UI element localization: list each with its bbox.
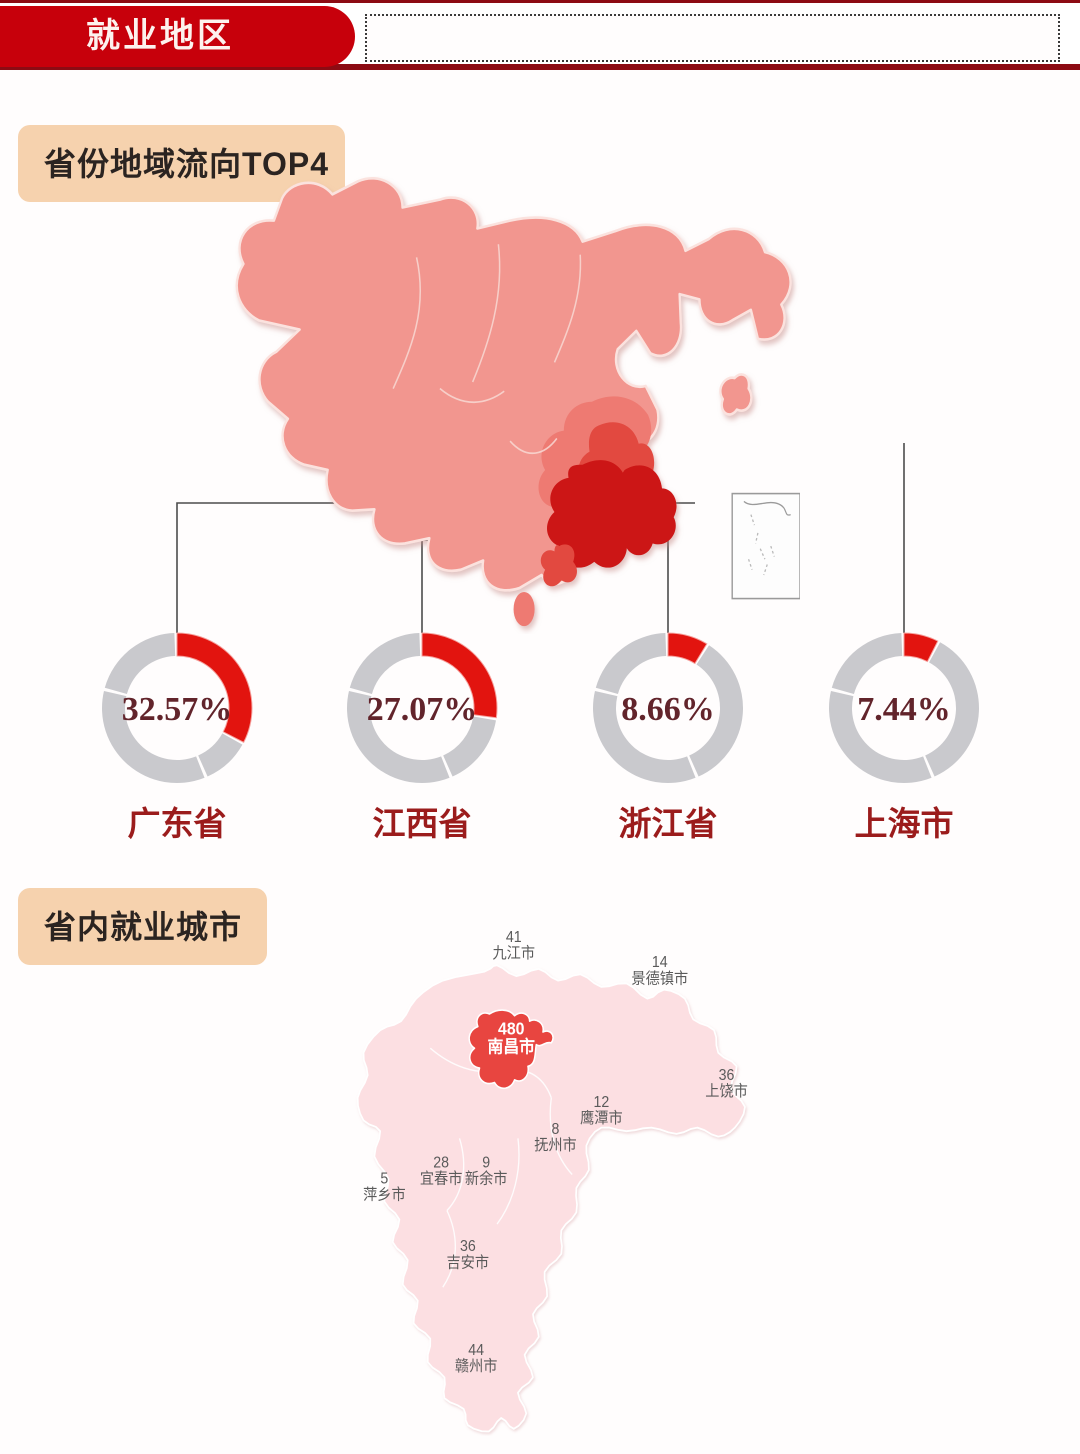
svg-text:九江市: 九江市 xyxy=(492,945,535,963)
svg-text:赣州市: 赣州市 xyxy=(455,1358,498,1376)
svg-text:28: 28 xyxy=(433,1155,449,1172)
svg-text:27.07%: 27.07% xyxy=(367,691,478,728)
svg-text:7.44%: 7.44% xyxy=(857,691,951,728)
svg-text:41: 41 xyxy=(506,931,522,946)
svg-text:南昌市: 南昌市 xyxy=(487,1036,535,1057)
svg-text:上饶市: 上饶市 xyxy=(705,1083,748,1101)
svg-text:上海市: 上海市 xyxy=(855,805,954,842)
svg-text:36: 36 xyxy=(719,1067,735,1084)
svg-text:广东省: 广东省 xyxy=(128,805,227,842)
svg-text:浙江省: 浙江省 xyxy=(619,805,718,842)
svg-text:新余市: 新余市 xyxy=(465,1169,508,1188)
svg-text:萍乡市: 萍乡市 xyxy=(363,1186,406,1204)
svg-text:14: 14 xyxy=(652,955,668,972)
svg-text:吉安市: 吉安市 xyxy=(447,1254,490,1272)
svg-text:5: 5 xyxy=(380,1171,388,1188)
svg-text:36: 36 xyxy=(460,1239,476,1256)
svg-text:8.66%: 8.66% xyxy=(621,691,715,728)
svg-text:32.57%: 32.57% xyxy=(122,691,233,728)
svg-text:9: 9 xyxy=(482,1155,490,1172)
svg-text:江西省: 江西省 xyxy=(373,805,472,842)
svg-text:8: 8 xyxy=(552,1121,560,1138)
svg-text:44: 44 xyxy=(468,1342,484,1359)
svg-text:抚州市: 抚州市 xyxy=(534,1137,577,1155)
svg-text:宜春市: 宜春市 xyxy=(420,1170,463,1188)
svg-text:景德镇市: 景德镇市 xyxy=(631,969,688,988)
svg-text:12: 12 xyxy=(593,1094,609,1111)
svg-text:鹰潭市: 鹰潭市 xyxy=(580,1110,623,1128)
svg-text:480: 480 xyxy=(498,1020,524,1039)
